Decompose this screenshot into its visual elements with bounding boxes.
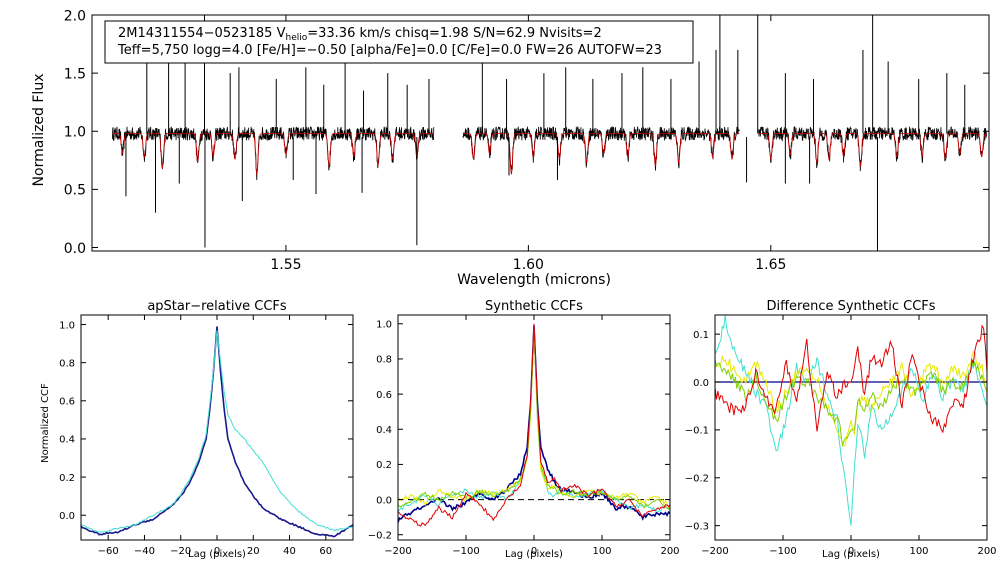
y-tick-label: 0.6 bbox=[376, 390, 392, 401]
y-tick-label: −0.3 bbox=[685, 521, 709, 532]
x-tick-label: 60 bbox=[319, 546, 332, 557]
series-synthetic_red bbox=[398, 323, 670, 527]
spectrum-annotation-line1: 2M14311554−0523185 Vhelio=33.36 km/s chi… bbox=[118, 26, 602, 43]
x-tick-label: −200 bbox=[701, 546, 728, 557]
x-tick-label: 0 bbox=[214, 546, 220, 557]
spectrum-axes-frame bbox=[91, 14, 990, 252]
y-tick-label: 1.0 bbox=[64, 125, 86, 141]
series-synthetic_yellow bbox=[398, 329, 670, 509]
y-tick-label: −0.2 bbox=[368, 531, 392, 542]
x-tick-label: 0 bbox=[848, 546, 854, 557]
synthetic-plot-layer bbox=[398, 323, 670, 527]
annotation-line1-sub: helio bbox=[285, 33, 307, 43]
apstar-ccf-panel: −60 −40 −20 0 20 40 60 0.0 0.2 0.4 0.6 0.8 1.0 apSta… bbox=[40, 299, 354, 560]
x-tick-label: 20 bbox=[247, 546, 260, 557]
series-diff_cyan bbox=[715, 315, 987, 526]
y-tick-label: 0.0 bbox=[59, 511, 75, 522]
y-tick-label: 0.1 bbox=[693, 330, 709, 341]
apstar-y-label: Normalized CCF bbox=[40, 383, 51, 463]
series-synthetic_green bbox=[398, 329, 670, 510]
apstar-x-label: Lag (pixels) bbox=[188, 549, 246, 560]
difference-ccf-panel: −200 −100 0 100 200 −0.3 −0.2 −0.1 0.0 0.1 Differ… bbox=[685, 299, 997, 560]
spectrum-axes-layer: 1.55 1.60 1.65 0.0 0.5 1.0 1.5 2.0 bbox=[64, 8, 989, 273]
spectrum-annotation-box: 2M14311554−0523185 Vhelio=33.36 km/s chi… bbox=[104, 20, 694, 64]
y-tick-label: 2.0 bbox=[64, 8, 86, 24]
series-ccf_2 bbox=[81, 330, 353, 533]
apstar_ccf-series-group bbox=[81, 326, 353, 538]
spectrum-series-group bbox=[112, 15, 987, 251]
apstar-plot-layer bbox=[81, 326, 353, 538]
spectrum-y-label: Normalized Flux bbox=[31, 74, 47, 187]
series-synthetic_cyan bbox=[398, 327, 670, 513]
apstar-axes-layer: −60 −40 −20 0 20 40 60 0.0 0.2 0.4 0.6 0.8 1.0 bbox=[59, 315, 353, 557]
x-tick-label: 1.65 bbox=[755, 257, 786, 273]
observed-spectrum-chip-2 bbox=[462, 126, 740, 171]
y-tick-label: 0.0 bbox=[64, 241, 86, 257]
y-tick-label: 0.2 bbox=[59, 473, 75, 484]
annotation-line1-suffix: =33.36 km/s chisq=1.98 S/N=62.9 Nvisits=… bbox=[307, 26, 602, 41]
x-tick-label: 200 bbox=[977, 546, 996, 557]
difference_ccf-series-group bbox=[715, 315, 987, 526]
x-tick-label: −100 bbox=[452, 546, 479, 557]
x-tick-label: −200 bbox=[384, 546, 411, 557]
series-diff_green bbox=[715, 359, 987, 447]
apstar-axes-frame bbox=[80, 314, 354, 541]
x-tick-label: 100 bbox=[592, 546, 611, 557]
model-spectrum-chip-1 bbox=[112, 133, 434, 176]
x-tick-label: 40 bbox=[283, 546, 296, 557]
spectrum-panel: 1.55 1.60 1.65 0.0 0.5 1.0 1.5 2.0 2M14311554−0… bbox=[31, 8, 990, 288]
y-tick-label: 1.5 bbox=[64, 66, 86, 82]
x-tick-label: −100 bbox=[769, 546, 796, 557]
difference-title: Difference Synthetic CCFs bbox=[766, 299, 935, 314]
x-tick-label: −40 bbox=[134, 546, 155, 557]
x-tick-label: −60 bbox=[98, 546, 119, 557]
y-tick-label: −0.1 bbox=[685, 426, 709, 437]
y-tick-label: 1.0 bbox=[59, 320, 75, 331]
difference-plot-layer bbox=[715, 315, 987, 526]
series-ccf_1 bbox=[81, 326, 353, 538]
difference-x-label: Lag (pixels) bbox=[822, 549, 880, 560]
synthetic-ccf-panel: −200 −100 0 100 200 −0.2 0.0 0.2 0.4 0.6 0.8 1.0 Sy… bbox=[368, 299, 680, 560]
synthetic-title: Synthetic CCFs bbox=[485, 299, 583, 314]
difference-axes-frame bbox=[714, 314, 988, 541]
x-tick-label: 1.55 bbox=[270, 257, 301, 273]
model-spectrum-chip-3 bbox=[758, 133, 987, 167]
annotation-line1-prefix: 2M14311554−0523185 V bbox=[118, 26, 286, 41]
x-tick-label: 0 bbox=[531, 546, 537, 557]
synthetic_ccf-series-group bbox=[398, 323, 670, 527]
y-tick-label: −0.2 bbox=[685, 474, 709, 485]
series-diff_red bbox=[715, 324, 987, 434]
synthetic-axes-layer: −200 −100 0 100 200 −0.2 0.0 0.2 0.4 0.6 0.8 1.0 bbox=[368, 315, 680, 557]
y-tick-label: 0.4 bbox=[59, 435, 75, 446]
series-diff_yellow bbox=[715, 351, 987, 447]
x-tick-label: −20 bbox=[170, 546, 191, 557]
x-tick-label: 100 bbox=[909, 546, 928, 557]
synthetic-x-label: Lag (pixels) bbox=[505, 549, 563, 560]
difference-axes-layer: −200 −100 0 100 200 −0.3 −0.2 −0.1 0.0 0.1 bbox=[685, 315, 997, 557]
observed-spectrum-chip-1 bbox=[112, 126, 435, 181]
y-tick-label: 0.4 bbox=[376, 425, 392, 436]
x-tick-label: 1.60 bbox=[513, 257, 544, 273]
spectrum-x-label: Wavelength (microns) bbox=[457, 272, 611, 288]
x-tick-label: 200 bbox=[660, 546, 679, 557]
y-tick-label: 0.2 bbox=[376, 460, 392, 471]
model-spectrum-chip-2 bbox=[462, 133, 740, 175]
y-tick-label: 0.8 bbox=[59, 358, 75, 369]
y-tick-label: 0.5 bbox=[64, 183, 86, 199]
spectrum-annotation-line2: Teff=5,750 logg=4.0 [Fe/H]=−0.50 [alpha/… bbox=[117, 43, 662, 58]
apstar-title: apStar−relative CCFs bbox=[147, 299, 287, 314]
series-synthetic_blue bbox=[398, 325, 670, 523]
y-tick-label: 1.0 bbox=[376, 320, 392, 331]
y-tick-label: 0.6 bbox=[59, 397, 75, 408]
y-tick-label: 0.8 bbox=[376, 355, 392, 366]
y-tick-label: 0.0 bbox=[376, 495, 392, 506]
y-tick-label: 0.0 bbox=[693, 378, 709, 389]
spectrum-plot-layer bbox=[112, 15, 987, 251]
